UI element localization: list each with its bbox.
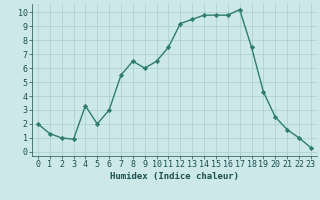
X-axis label: Humidex (Indice chaleur): Humidex (Indice chaleur) (110, 172, 239, 181)
